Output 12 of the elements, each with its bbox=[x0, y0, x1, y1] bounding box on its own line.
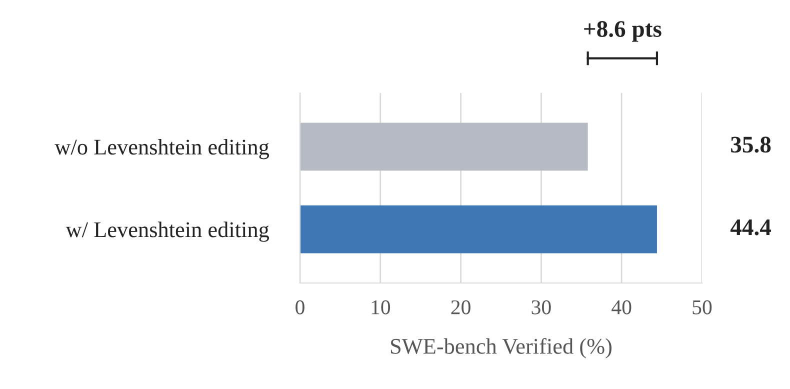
x-tick-label: 50 bbox=[692, 300, 712, 314]
data-label: 35.8 bbox=[731, 136, 771, 153]
x-tick-label: 10 bbox=[372, 300, 390, 314]
x-axis-title: SWE-bench Verified (%) bbox=[391, 338, 612, 358]
y-tick-label: w/ Levenshtein editing bbox=[66, 222, 270, 242]
data-label: 44.4 bbox=[730, 219, 772, 236]
x-tick-label: 0 bbox=[296, 300, 304, 314]
x-tick-label: 30 bbox=[532, 300, 551, 314]
x-tick-label: 40 bbox=[612, 300, 632, 314]
text: +8.6 pts bbox=[584, 21, 662, 42]
x-tick-label: 20 bbox=[451, 300, 470, 314]
y-tick-label: w/o Levenshtein editing bbox=[54, 138, 270, 160]
